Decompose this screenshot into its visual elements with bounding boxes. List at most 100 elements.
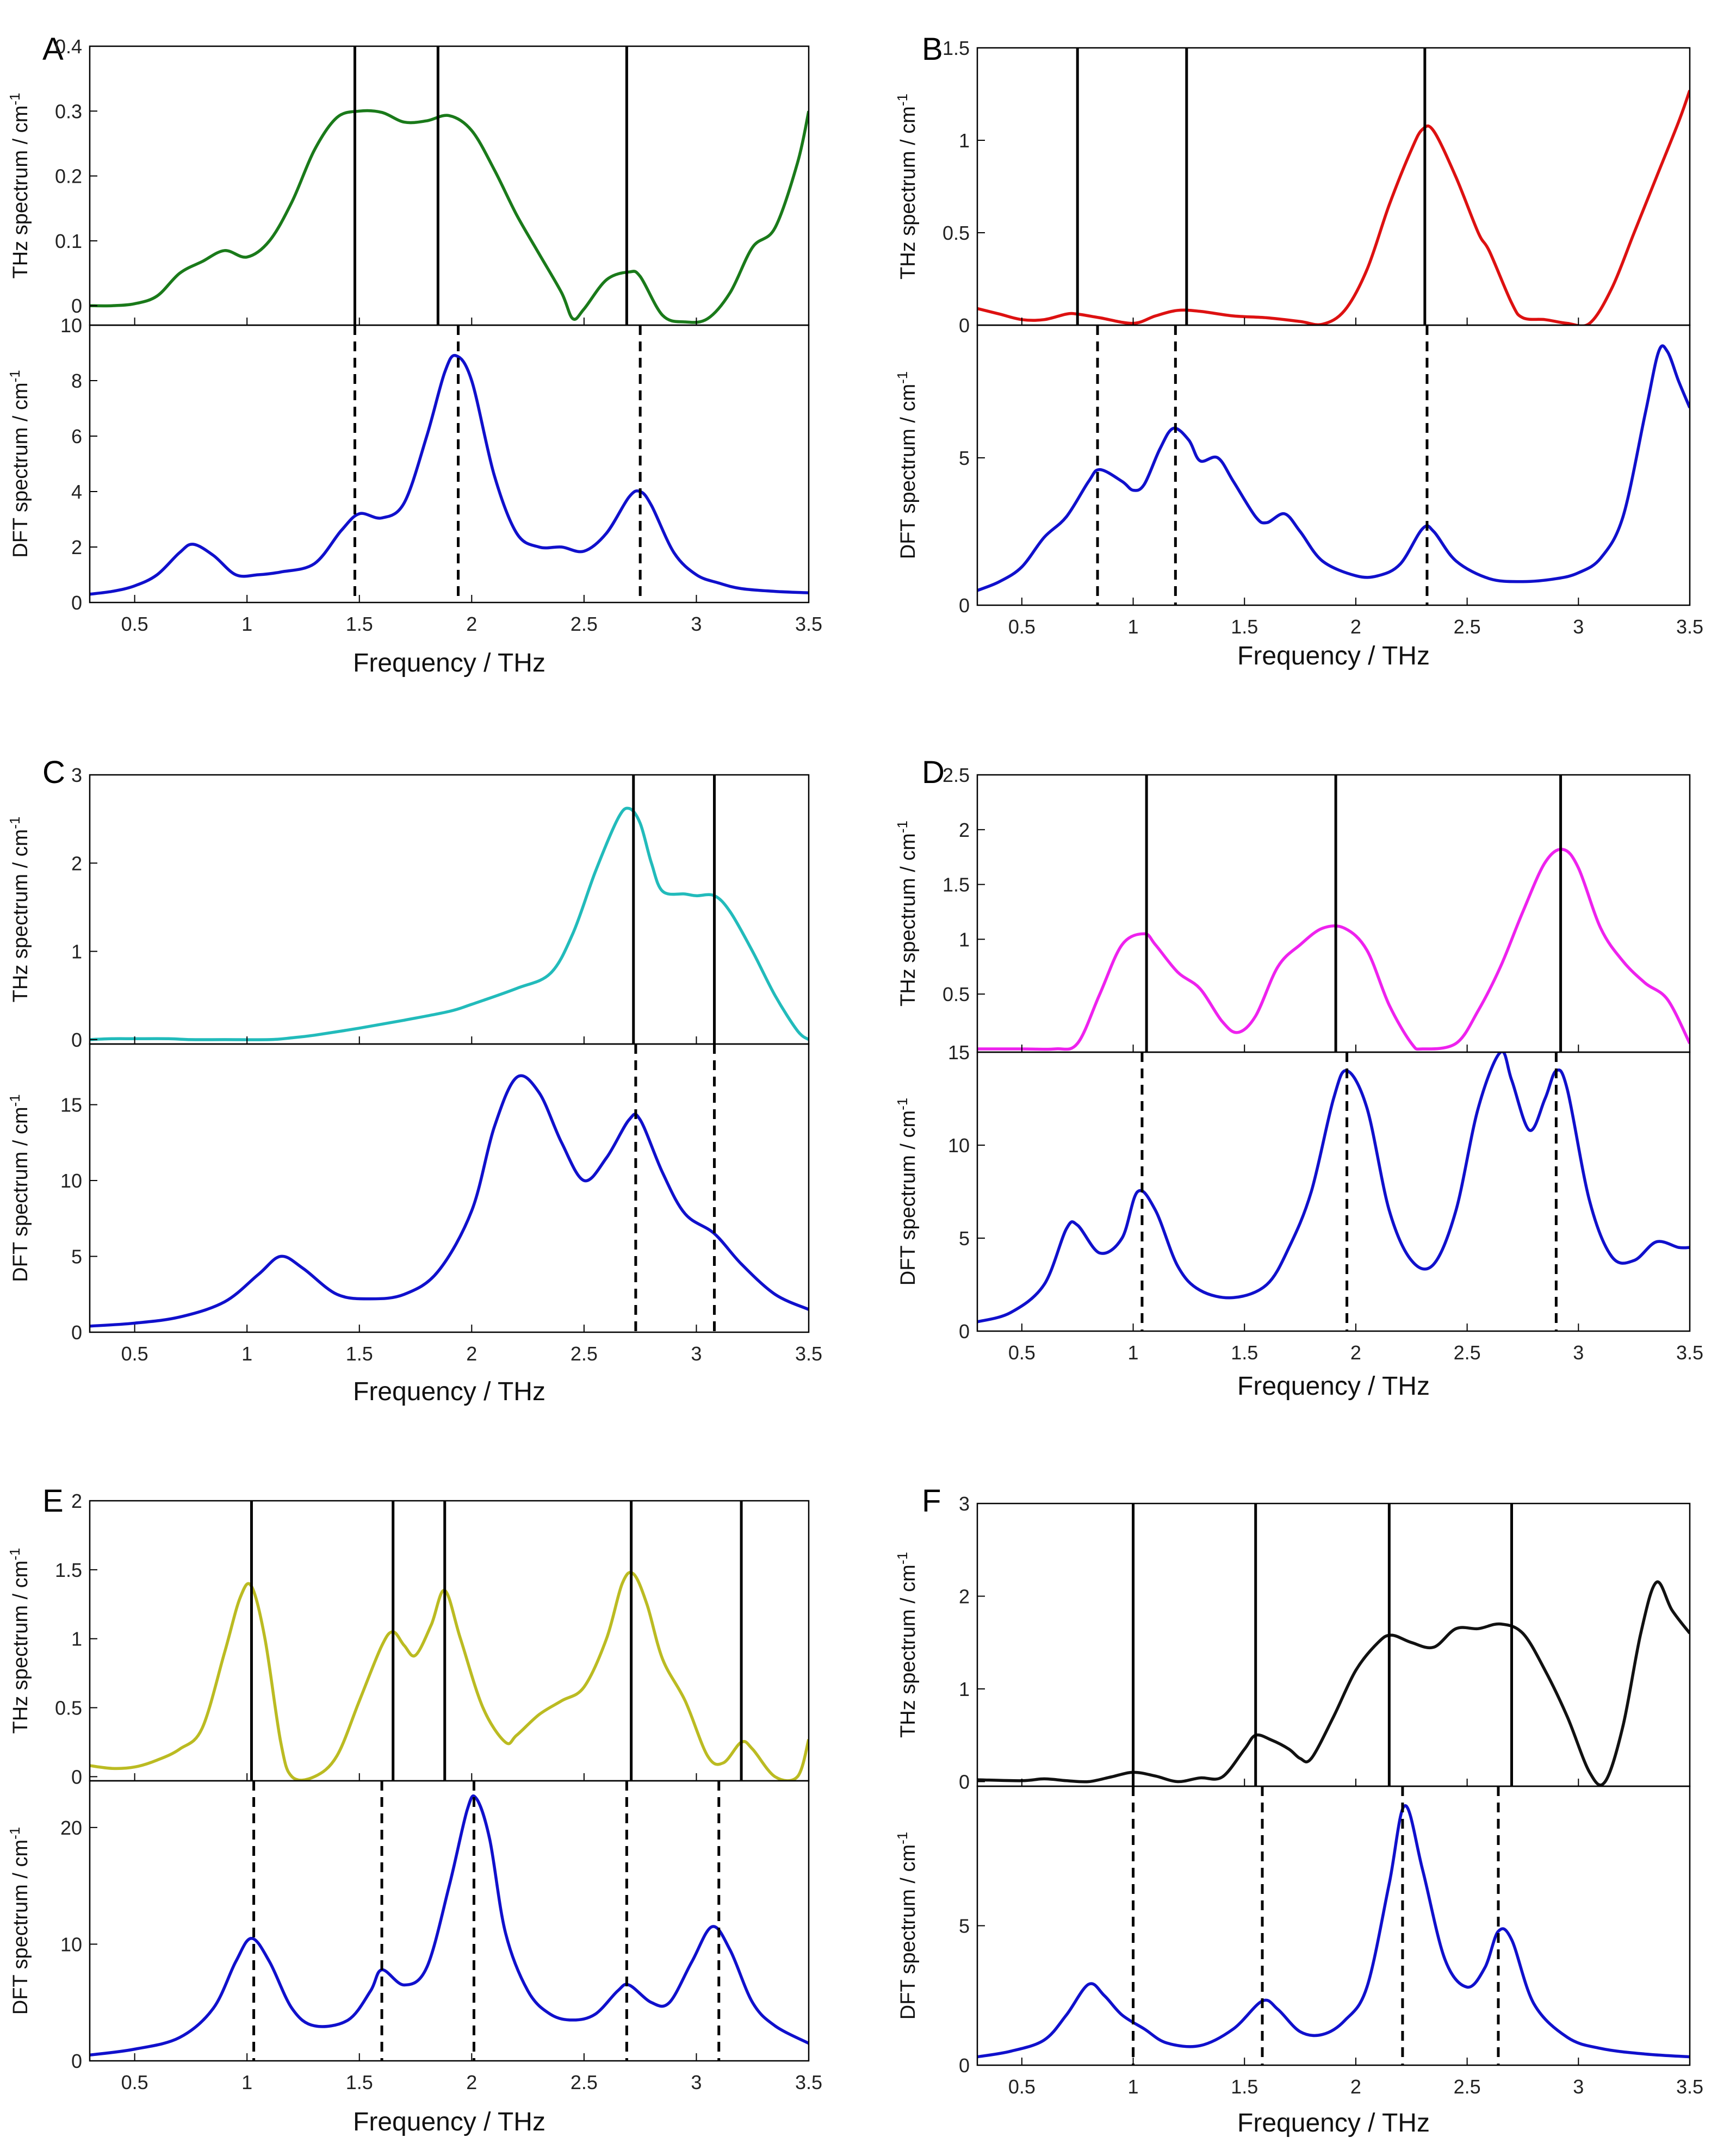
x-tick-label-a-1: 1 [241,613,252,635]
y-axis-label-b-bottom: DFT spectrum / cm-1 [894,371,920,559]
series-line-c-top [90,806,809,1041]
y-axis-label-main: DFT spectrum / cm [897,384,920,559]
x-tick-label-b-1: 1 [1128,616,1139,638]
y-axis-label-superscript: -1 [7,817,23,829]
y-tick-label-a-top-0: 0 [71,295,82,317]
panel-label-f: F [922,1483,941,1519]
series-line-d-bottom [977,1052,1690,1324]
y-axis-label-main: DFT spectrum / cm [897,1844,920,2020]
y-tick-label-f-top-1: 1 [959,1678,970,1700]
y-tick-label-d-top-1: 1 [959,928,970,950]
y-tick-label-b-top-3: 1.5 [943,37,970,59]
y-axis-label-superscript: -1 [894,371,910,384]
y-tick-label-a-bottom-5: 10 [60,314,82,337]
panel-c-top: 0 1 2 3 THz spectrum / cm-1 [7,764,810,1051]
y-tick-label-a-bottom-0: 0 [71,592,82,614]
y-axis-label-d-bottom: DFT spectrum / cm-1 [894,1098,920,1285]
y-tick-label-e-top-2: 1 [71,1628,82,1650]
y-axis-label-main: THz spectrum / cm [897,1564,920,1738]
y-axis-label-main: THz spectrum / cm [897,106,920,279]
x-axis-label-a: Frequency / THz [353,649,545,678]
y-tick-label-d-top-2: 1.5 [943,874,970,896]
y-tick-label-f-top-3: 3 [959,1493,970,1515]
x-tick-label-c-2: 1.5 [346,1343,373,1365]
y-axis-label-d-top: THz spectrum / cm-1 [894,821,920,1006]
y-tick-label-d-bottom-2: 10 [948,1134,970,1157]
series-line-b-bottom [977,344,1690,592]
x-tick-label-c-0: 0.5 [121,1343,148,1365]
x-tick-label-d-2: 1.5 [1231,1341,1258,1364]
x-tick-label-f-1: 1 [1128,2076,1139,2098]
axes-frame-d-top [976,774,1691,1053]
y-tick-label-b-top-0: 0 [959,314,970,337]
y-tick-label-a-top-2: 0.2 [55,165,82,188]
panel-f-bottom: 0 5 DFT spectrum / cm-1 0.5 1 1.5 2 2.5 3 3.5 Freq… [894,1785,1703,2138]
y-tick-label-a-top-3: 0.3 [55,100,82,122]
axes-frame-e-bottom [89,1780,810,2062]
y-axis-label-c-top: THz spectrum / cm-1 [7,817,32,1003]
x-tick-label-b-6: 3.5 [1676,616,1703,638]
x-tick-label-c-1: 1 [241,1343,252,1365]
y-tick-label-a-bottom-3: 6 [71,425,82,448]
y-tick-label-f-top-0: 0 [959,1770,970,1793]
y-axis-label-superscript: -1 [7,1827,23,1840]
y-axis-label-main: DFT spectrum / cm [897,1110,920,1285]
panel-label-b: B [922,32,943,67]
y-axis-label-superscript: -1 [7,93,23,105]
y-axis-label-superscript: -1 [894,821,910,833]
y-axis-label-c-bottom: DFT spectrum / cm-1 [7,1094,32,1282]
x-tick-label-b-2: 1.5 [1231,616,1258,638]
panel-f-top: 0 1 2 3 THz spectrum / cm-1 [894,1493,1691,1793]
panel-c-bottom: 0 5 10 15 DFT spectrum / cm-1 0.5 1 1.5 2 2.5 3 3.5… [7,1043,822,1406]
y-tick-label-e-bottom-2: 20 [60,1817,82,1839]
x-tick-label-e-2: 1.5 [346,2071,373,2093]
series-line-b-top [977,90,1690,325]
panel-a-top: 0 0.1 0.2 0.3 0.4 THz spectrum / cm-1 [7,35,810,326]
y-tick-label-e-top-1: 0.5 [55,1697,82,1719]
x-tick-label-e-1: 1 [241,2071,252,2093]
panel-e-bottom: 0 10 20 DFT spectrum / cm-1 0.5 1 1.5 2 2.5 3 3.5 F… [7,1780,822,2136]
y-axis-label-f-top: THz spectrum / cm-1 [894,1552,920,1738]
series-line-a-bottom [90,353,809,596]
series-line-e-top [90,1571,809,1781]
y-tick-label-c-top-2: 2 [71,852,82,874]
x-tick-label-b-4: 2.5 [1454,616,1481,638]
y-tick-label-b-bottom-0: 0 [959,594,970,617]
axes-frame-a-top [89,45,810,326]
x-axis-label-f: Frequency / THz [1237,2109,1430,2138]
y-tick-label-f-top-2: 2 [959,1585,970,1607]
y-tick-label-a-top-1: 0.1 [55,230,82,252]
y-tick-label-c-bottom-2: 10 [60,1170,82,1192]
x-tick-label-a-4: 2.5 [571,613,598,635]
series-line-f-bottom [977,1804,1690,2059]
x-axis-label-d: Frequency / THz [1237,1372,1430,1401]
x-tick-label-b-3: 2 [1350,616,1361,638]
x-tick-label-f-6: 3.5 [1676,2076,1703,2098]
y-axis-label-main: DFT spectrum / cm [9,382,32,557]
x-tick-label-e-5: 3 [691,2071,702,2093]
y-axis-label-a-bottom: DFT spectrum / cm-1 [7,370,32,557]
panel-label-e: E [42,1483,64,1519]
y-tick-label-e-bottom-1: 10 [60,1933,82,1955]
y-tick-label-c-top-3: 3 [71,764,82,786]
axes-frame-c-bottom [89,1043,810,1333]
y-tick-label-f-bottom-1: 5 [959,1915,970,1937]
y-axis-label-main: DFT spectrum / cm [9,1107,32,1282]
y-tick-label-c-top-1: 1 [71,941,82,963]
x-axis-label-b: Frequency / THz [1237,642,1430,670]
series-line-c-bottom [90,1074,809,1328]
x-tick-label-d-0: 0.5 [1008,1341,1036,1364]
x-tick-label-e-4: 2.5 [571,2071,598,2093]
series-line-f-top [977,1580,1690,1786]
y-tick-label-d-bottom-3: 15 [948,1041,970,1064]
axes-frame-b-bottom [976,324,1691,606]
axes-frame-a-bottom [89,324,810,604]
y-tick-label-e-bottom-0: 0 [71,2050,82,2072]
y-axis-label-e-top: THz spectrum / cm-1 [7,1548,32,1734]
x-tick-label-d-1: 1 [1128,1341,1139,1364]
panel-d-top: 0.5 1 1.5 2 2.5 THz spectrum / cm-1 [894,764,1691,1053]
